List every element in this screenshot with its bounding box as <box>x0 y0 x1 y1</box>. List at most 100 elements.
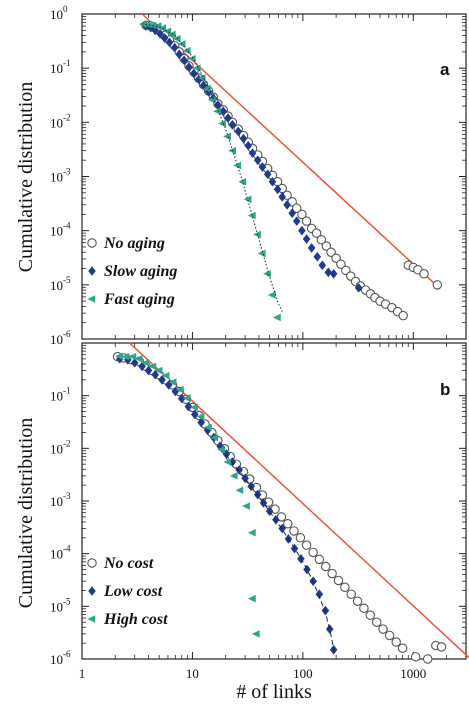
cutoff-fit-curve <box>225 454 336 655</box>
data-point <box>184 401 193 412</box>
data-point <box>213 107 221 116</box>
y-axis-label: Cumulative distribution <box>15 82 37 273</box>
data-point <box>156 29 164 39</box>
data-point <box>307 243 316 253</box>
data-point <box>222 449 231 459</box>
data-point <box>267 291 276 299</box>
data-point <box>130 358 139 368</box>
data-point <box>121 352 130 361</box>
data-point <box>263 169 272 180</box>
y-tick-label: 10-6 <box>50 649 71 667</box>
legend-label: Slow aging <box>104 263 177 280</box>
data-point <box>148 362 157 371</box>
data-point <box>128 352 137 361</box>
panel-b: b Cumulative distribution # of links 10-… <box>15 342 469 703</box>
data-point <box>164 380 173 390</box>
legend-label: No cost <box>103 555 154 572</box>
data-point <box>197 74 206 82</box>
data-point <box>331 253 341 263</box>
data-point <box>327 568 337 579</box>
data-point <box>175 385 184 394</box>
data-point <box>324 267 333 278</box>
data-point <box>154 366 163 375</box>
data-point <box>289 526 299 536</box>
data-point <box>190 409 199 420</box>
data-point <box>278 192 287 202</box>
x-tick-label: 1000 <box>400 666 426 681</box>
data-point <box>218 119 226 128</box>
data-point <box>371 617 382 627</box>
data-point <box>223 132 231 141</box>
data-point <box>234 126 243 137</box>
data-point <box>134 355 143 363</box>
y-axis-label: Cumulative distribution <box>15 418 37 609</box>
data-point <box>391 637 401 647</box>
data-point <box>244 140 253 151</box>
data-point <box>228 146 236 155</box>
data-point <box>397 643 408 653</box>
data-point <box>233 161 242 170</box>
legend-marker <box>88 586 96 596</box>
x-ticks <box>114 14 447 339</box>
data-point <box>238 177 247 186</box>
data-point <box>180 55 188 66</box>
legend-label: Fast aging <box>103 291 175 308</box>
data-point <box>167 30 176 39</box>
data-point <box>295 533 306 543</box>
data-point <box>292 216 301 226</box>
data-point <box>224 113 232 123</box>
data-point <box>263 269 271 278</box>
data-point <box>163 27 172 36</box>
data-point <box>301 540 312 550</box>
data-point <box>235 465 243 475</box>
data-point <box>359 603 369 613</box>
data-point <box>223 458 232 466</box>
legend-marker <box>87 615 96 623</box>
plot-area <box>112 342 469 664</box>
x-ticks: 1 10 100 1000 <box>79 343 447 681</box>
data-point <box>192 64 201 72</box>
data-point <box>168 378 177 387</box>
x-tick-label: 1 <box>79 666 86 681</box>
y-tick-label: 10-3 <box>50 491 71 509</box>
data-point <box>182 394 191 402</box>
data-point <box>340 582 350 593</box>
data-point <box>241 473 249 484</box>
data-point <box>320 561 331 572</box>
data-point <box>151 25 159 36</box>
data-point <box>321 241 332 251</box>
data-point <box>235 486 244 495</box>
y-tick-label: 10-5 <box>50 275 71 293</box>
data-point <box>247 211 256 220</box>
y-ticks: 100 10-1 10-2 10-3 10-4 10-5 10-6 <box>50 4 466 347</box>
data-point <box>217 445 226 454</box>
data-point <box>247 594 256 603</box>
data-point <box>160 33 169 43</box>
data-point <box>336 259 346 269</box>
data-point <box>190 68 198 79</box>
data-point <box>196 412 205 421</box>
data-point <box>187 54 196 63</box>
data-point <box>268 176 277 187</box>
data-point <box>151 369 159 380</box>
legend-marker <box>88 266 96 276</box>
data-point <box>333 575 344 586</box>
data-point <box>308 547 318 558</box>
data-point <box>384 630 395 641</box>
data-point <box>398 310 408 321</box>
data-point <box>314 554 325 565</box>
data-point <box>214 100 222 110</box>
data-point <box>329 268 338 279</box>
data-point <box>253 230 261 239</box>
data-point <box>248 148 257 158</box>
legend-marker <box>87 558 97 568</box>
data-point <box>177 393 186 404</box>
data-point <box>251 630 260 638</box>
legend-label: No aging <box>103 235 165 252</box>
data-point <box>172 34 181 43</box>
x-tick-label: 100 <box>293 666 313 681</box>
panel-a: a Cumulative distribution 100 10-1 10-2 10-… <box>15 4 467 347</box>
legend: No aging Slow aging Fast aging <box>87 235 177 308</box>
data-point <box>354 283 363 293</box>
data-point <box>144 365 153 376</box>
